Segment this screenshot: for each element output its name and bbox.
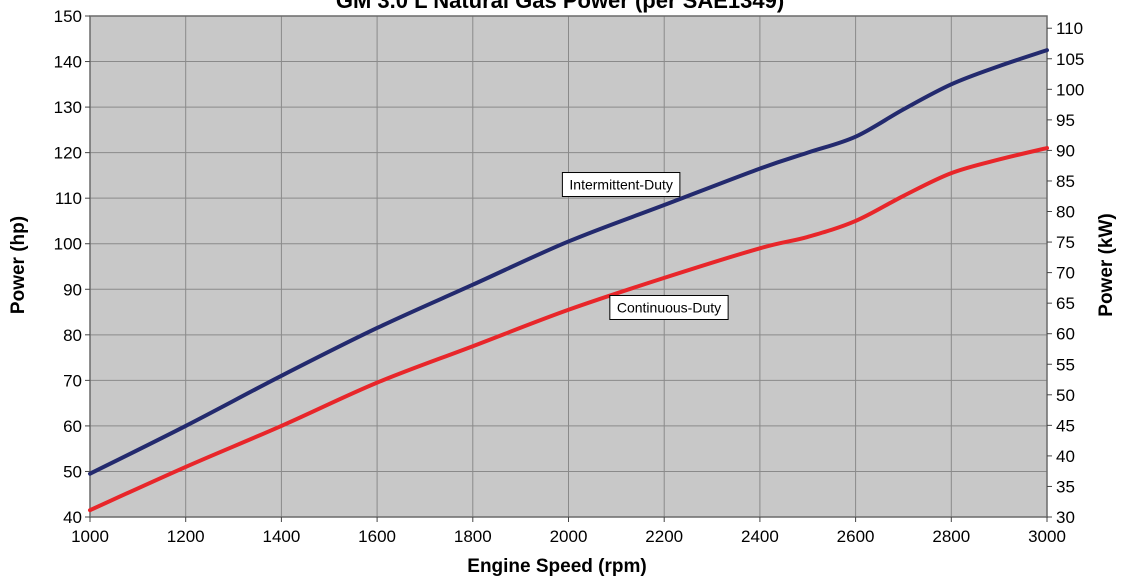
y-tick-label-right: 40 [1056,447,1075,466]
y-tick-label-right: 75 [1056,233,1075,252]
y-tick-label-right: 60 [1056,325,1075,344]
y-tick-label-right: 110 [1056,19,1083,38]
y-tick-label-left: 110 [55,189,82,208]
y-tick-label-right: 90 [1056,141,1075,160]
y-tick-label-left: 120 [54,144,82,163]
annotation-text: Intermittent-Duty [569,177,672,193]
y-tick-label-left: 130 [54,98,82,117]
series-line-intermittent-duty [88,48,1049,476]
x-tick-label: 3000 [1028,527,1066,546]
y-tick-label-right: 45 [1056,416,1075,435]
gridlines [90,16,1047,517]
x-tick-label: 2600 [837,527,875,546]
y-tick-label-right: 65 [1056,294,1075,313]
annotations: Intermittent-Duty Continuous-Duty [561,172,729,320]
y-tick-label-right: 30 [1056,508,1075,527]
y-tick-label-right: 95 [1056,111,1075,130]
x-tick-label: 2800 [932,527,970,546]
annotation-label: Continuous-Duty [609,294,729,320]
annotation-text: Continuous-Duty [617,299,721,315]
y-tick-label-right: 100 [1056,80,1084,99]
tick-labels: 1000 1200 1400 1600 1800 2000 2200 2400 2600 2800… [54,7,1085,546]
x-tick-label: 1400 [262,527,300,546]
y-tick-label-right: 105 [1056,50,1084,69]
y-tick-label-left: 90 [63,280,82,299]
annotation-box [609,294,729,320]
y-tick-label-left: 150 [54,7,82,26]
x-tick-label: 1800 [454,527,492,546]
annotation-box [561,172,681,198]
y-tick-label-right: 50 [1056,386,1075,405]
series-line-continuous-duty [88,146,1049,513]
annotation-label: Intermittent-Duty [561,172,681,198]
y-tick-label-left: 50 [63,462,82,481]
chart-title: GM 3.0 L Natural Gas Power (per SAE1349) [336,0,784,13]
y-tick-label-right: 80 [1056,203,1075,222]
y-tick-label-right: 55 [1056,355,1075,374]
y-tick-label-left: 60 [63,417,82,436]
x-tick-label: 1200 [167,527,205,546]
y-tick-label-right: 85 [1056,172,1075,191]
x-tick-label: 2400 [741,527,779,546]
y-tick-label-left: 100 [54,235,82,254]
y-tick-label-left: 140 [54,53,82,72]
y-tick-label-right: 35 [1056,477,1075,496]
x-tick-label: 2200 [645,527,683,546]
y-axis-label-right: Power (kW) [1096,213,1117,316]
x-tick-label: 1000 [71,527,109,546]
y-axis-label-left: Power (hp) [8,216,29,314]
y-tick-label-left: 80 [63,326,82,345]
x-tick-label: 1600 [358,527,396,546]
x-tick-label: 2000 [550,527,588,546]
y-tick-label-left: 70 [63,371,82,390]
x-axis-label: Engine Speed (rpm) [467,556,646,577]
series-lines [88,48,1049,513]
y-tick-label-left: 40 [63,508,82,527]
y-tick-label-right: 70 [1056,264,1075,283]
